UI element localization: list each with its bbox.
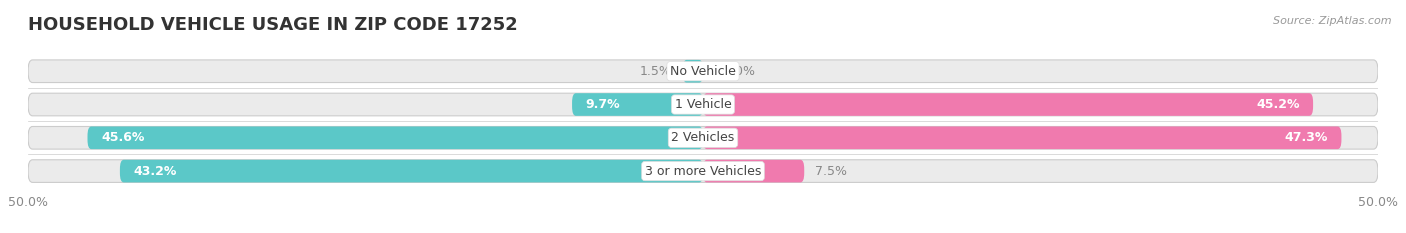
Text: 9.7%: 9.7% xyxy=(585,98,620,111)
FancyBboxPatch shape xyxy=(703,93,1313,116)
FancyBboxPatch shape xyxy=(28,160,1378,182)
FancyBboxPatch shape xyxy=(703,127,1341,149)
FancyBboxPatch shape xyxy=(28,60,1378,82)
Text: 0.0%: 0.0% xyxy=(723,65,755,78)
Text: 3 or more Vehicles: 3 or more Vehicles xyxy=(645,164,761,178)
FancyBboxPatch shape xyxy=(572,93,703,116)
Text: 7.5%: 7.5% xyxy=(815,164,846,178)
Text: No Vehicle: No Vehicle xyxy=(671,65,735,78)
Text: 45.6%: 45.6% xyxy=(101,131,145,144)
FancyBboxPatch shape xyxy=(28,127,1378,149)
FancyBboxPatch shape xyxy=(28,93,1378,116)
Text: 45.2%: 45.2% xyxy=(1256,98,1299,111)
Text: 2 Vehicles: 2 Vehicles xyxy=(672,131,734,144)
Text: 1.5%: 1.5% xyxy=(640,65,672,78)
Text: HOUSEHOLD VEHICLE USAGE IN ZIP CODE 17252: HOUSEHOLD VEHICLE USAGE IN ZIP CODE 1725… xyxy=(28,16,517,34)
Text: 43.2%: 43.2% xyxy=(134,164,177,178)
Text: Source: ZipAtlas.com: Source: ZipAtlas.com xyxy=(1274,16,1392,26)
Text: 1 Vehicle: 1 Vehicle xyxy=(675,98,731,111)
FancyBboxPatch shape xyxy=(120,160,703,182)
Text: 47.3%: 47.3% xyxy=(1285,131,1327,144)
FancyBboxPatch shape xyxy=(683,60,703,82)
FancyBboxPatch shape xyxy=(703,160,804,182)
FancyBboxPatch shape xyxy=(87,127,703,149)
